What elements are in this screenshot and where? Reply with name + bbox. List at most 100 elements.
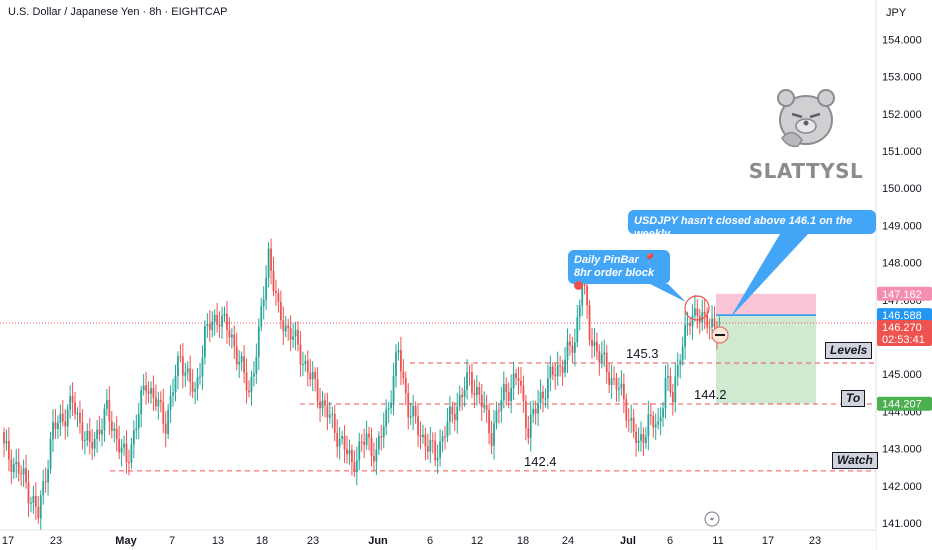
candle xyxy=(630,404,633,433)
pin-icon: 📍 xyxy=(641,254,656,266)
candle xyxy=(108,386,111,435)
candle-body xyxy=(632,417,635,432)
candle xyxy=(289,315,292,352)
candle xyxy=(162,388,165,434)
candle-body xyxy=(524,401,527,429)
candle-body xyxy=(302,364,304,366)
candle-body xyxy=(253,373,255,377)
candle xyxy=(79,400,81,434)
candle-body xyxy=(245,372,248,391)
candle-body xyxy=(363,441,366,445)
candle-body xyxy=(294,329,297,337)
candle xyxy=(635,423,637,457)
candle-body xyxy=(598,351,601,362)
candle xyxy=(498,402,500,424)
candle xyxy=(324,393,326,418)
candle-body xyxy=(255,356,258,374)
candle xyxy=(167,403,170,440)
candle xyxy=(627,408,630,433)
candle-body xyxy=(338,439,341,447)
candle-body xyxy=(194,389,196,392)
candle-body xyxy=(32,495,35,503)
candle-body xyxy=(422,434,424,438)
candle-body xyxy=(22,468,25,475)
candle-body xyxy=(248,390,250,393)
candle xyxy=(475,375,478,406)
candle xyxy=(422,424,424,444)
candle-body xyxy=(600,354,603,362)
candle-body xyxy=(407,393,410,418)
candle xyxy=(164,411,167,448)
candle-body xyxy=(478,387,481,395)
candle xyxy=(355,446,358,486)
candle-body xyxy=(98,429,101,435)
candle-body xyxy=(257,326,260,357)
candle-body xyxy=(221,315,223,327)
candle xyxy=(365,420,368,450)
candle xyxy=(412,394,415,430)
candle xyxy=(20,465,23,486)
candle-body xyxy=(468,372,471,374)
candle-body xyxy=(319,401,321,409)
candle xyxy=(64,409,67,440)
candle-body xyxy=(591,339,593,346)
lightning-icon[interactable] xyxy=(704,511,720,527)
badge-target-bg xyxy=(877,396,932,411)
candle-body xyxy=(250,376,253,393)
candle xyxy=(451,401,454,424)
candle-body xyxy=(446,421,449,437)
candle xyxy=(706,307,709,334)
candle-body xyxy=(159,399,162,403)
candle xyxy=(93,432,96,457)
candle-body xyxy=(83,440,86,442)
candle-body xyxy=(66,409,69,427)
candle-body xyxy=(348,450,351,455)
candle-body xyxy=(382,426,385,438)
candle xyxy=(177,351,179,390)
candle-body xyxy=(238,361,241,365)
candle xyxy=(243,345,245,384)
candle-body xyxy=(424,434,427,447)
candle xyxy=(409,402,412,426)
candle-body xyxy=(54,422,57,429)
badge-stop: 147.162 xyxy=(882,289,922,301)
candle-body xyxy=(480,394,483,408)
candle-body xyxy=(645,436,647,444)
candle xyxy=(157,391,160,420)
candle xyxy=(532,400,535,423)
candle-body xyxy=(328,414,331,418)
pinbar-highlight xyxy=(684,295,710,321)
candle-body xyxy=(218,324,221,327)
candle-body xyxy=(282,320,285,332)
badge-entry: 146.588 xyxy=(882,310,922,322)
candle xyxy=(360,434,363,452)
candle-body xyxy=(172,392,174,396)
candle-body xyxy=(451,406,454,414)
candle-body xyxy=(152,388,155,398)
candle-body xyxy=(17,461,20,474)
candle xyxy=(91,429,94,461)
candle xyxy=(431,432,434,454)
candle xyxy=(507,382,510,409)
weekly-callout-pointer xyxy=(730,234,808,318)
candle xyxy=(664,365,667,419)
pinbar-line2: 8hr order block xyxy=(574,267,655,279)
level-label: 145.3 xyxy=(626,346,659,361)
candle xyxy=(676,352,679,387)
candle xyxy=(331,406,334,429)
x-tick-label: 17 xyxy=(2,535,14,547)
candle xyxy=(593,328,596,357)
chart-title: U.S. Dollar / Japanese Yen · 8h · EIGHTC… xyxy=(8,6,228,18)
candle xyxy=(223,306,226,323)
pinbar-callout-pointer xyxy=(650,284,686,302)
candle xyxy=(566,328,569,374)
x-tick-label: 23 xyxy=(307,535,319,547)
candle-body xyxy=(596,341,598,352)
candle-body xyxy=(684,324,686,347)
candle xyxy=(625,393,628,429)
candle xyxy=(667,362,669,391)
candle xyxy=(338,427,341,460)
x-tick-label: Jul xyxy=(620,535,636,547)
candle-body xyxy=(456,406,459,421)
y-tick-label: 145.000 xyxy=(882,369,922,381)
